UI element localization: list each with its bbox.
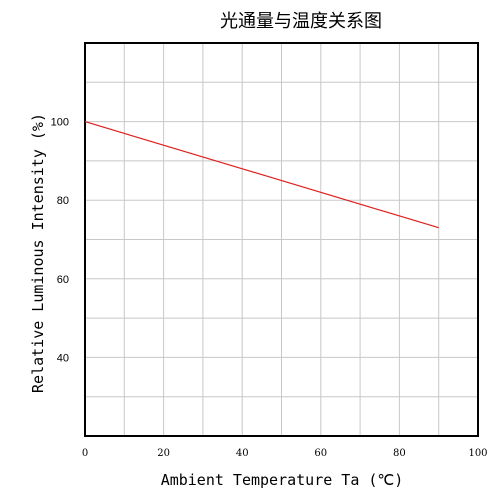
chart-title: 光通量与温度关系图	[220, 11, 382, 32]
y-tick-label: 40	[57, 352, 69, 364]
plot-frame	[84, 42, 479, 437]
y-tick-label: 80	[57, 195, 69, 207]
x-tick-label: 40	[236, 448, 249, 459]
x-tick-label: 0	[82, 448, 88, 459]
x-tick-label: 80	[393, 448, 406, 459]
series-layer	[84, 121, 439, 229]
tick-labels: 0 20 40 60 80 100 40 60 80 100	[51, 117, 488, 459]
y-tick-label: 60	[57, 274, 69, 286]
x-tick-label: 20	[157, 448, 170, 459]
x-tick-label: 100	[468, 448, 487, 459]
y-axis-label: Relative Luminous Intensity (%)	[29, 113, 47, 393]
series-line	[84, 121, 439, 229]
x-tick-label: 60	[314, 448, 327, 459]
grid	[85, 43, 478, 436]
y-tick-label: 100	[51, 117, 69, 129]
x-axis-label: Ambient Temperature Ta (℃)	[161, 471, 404, 489]
